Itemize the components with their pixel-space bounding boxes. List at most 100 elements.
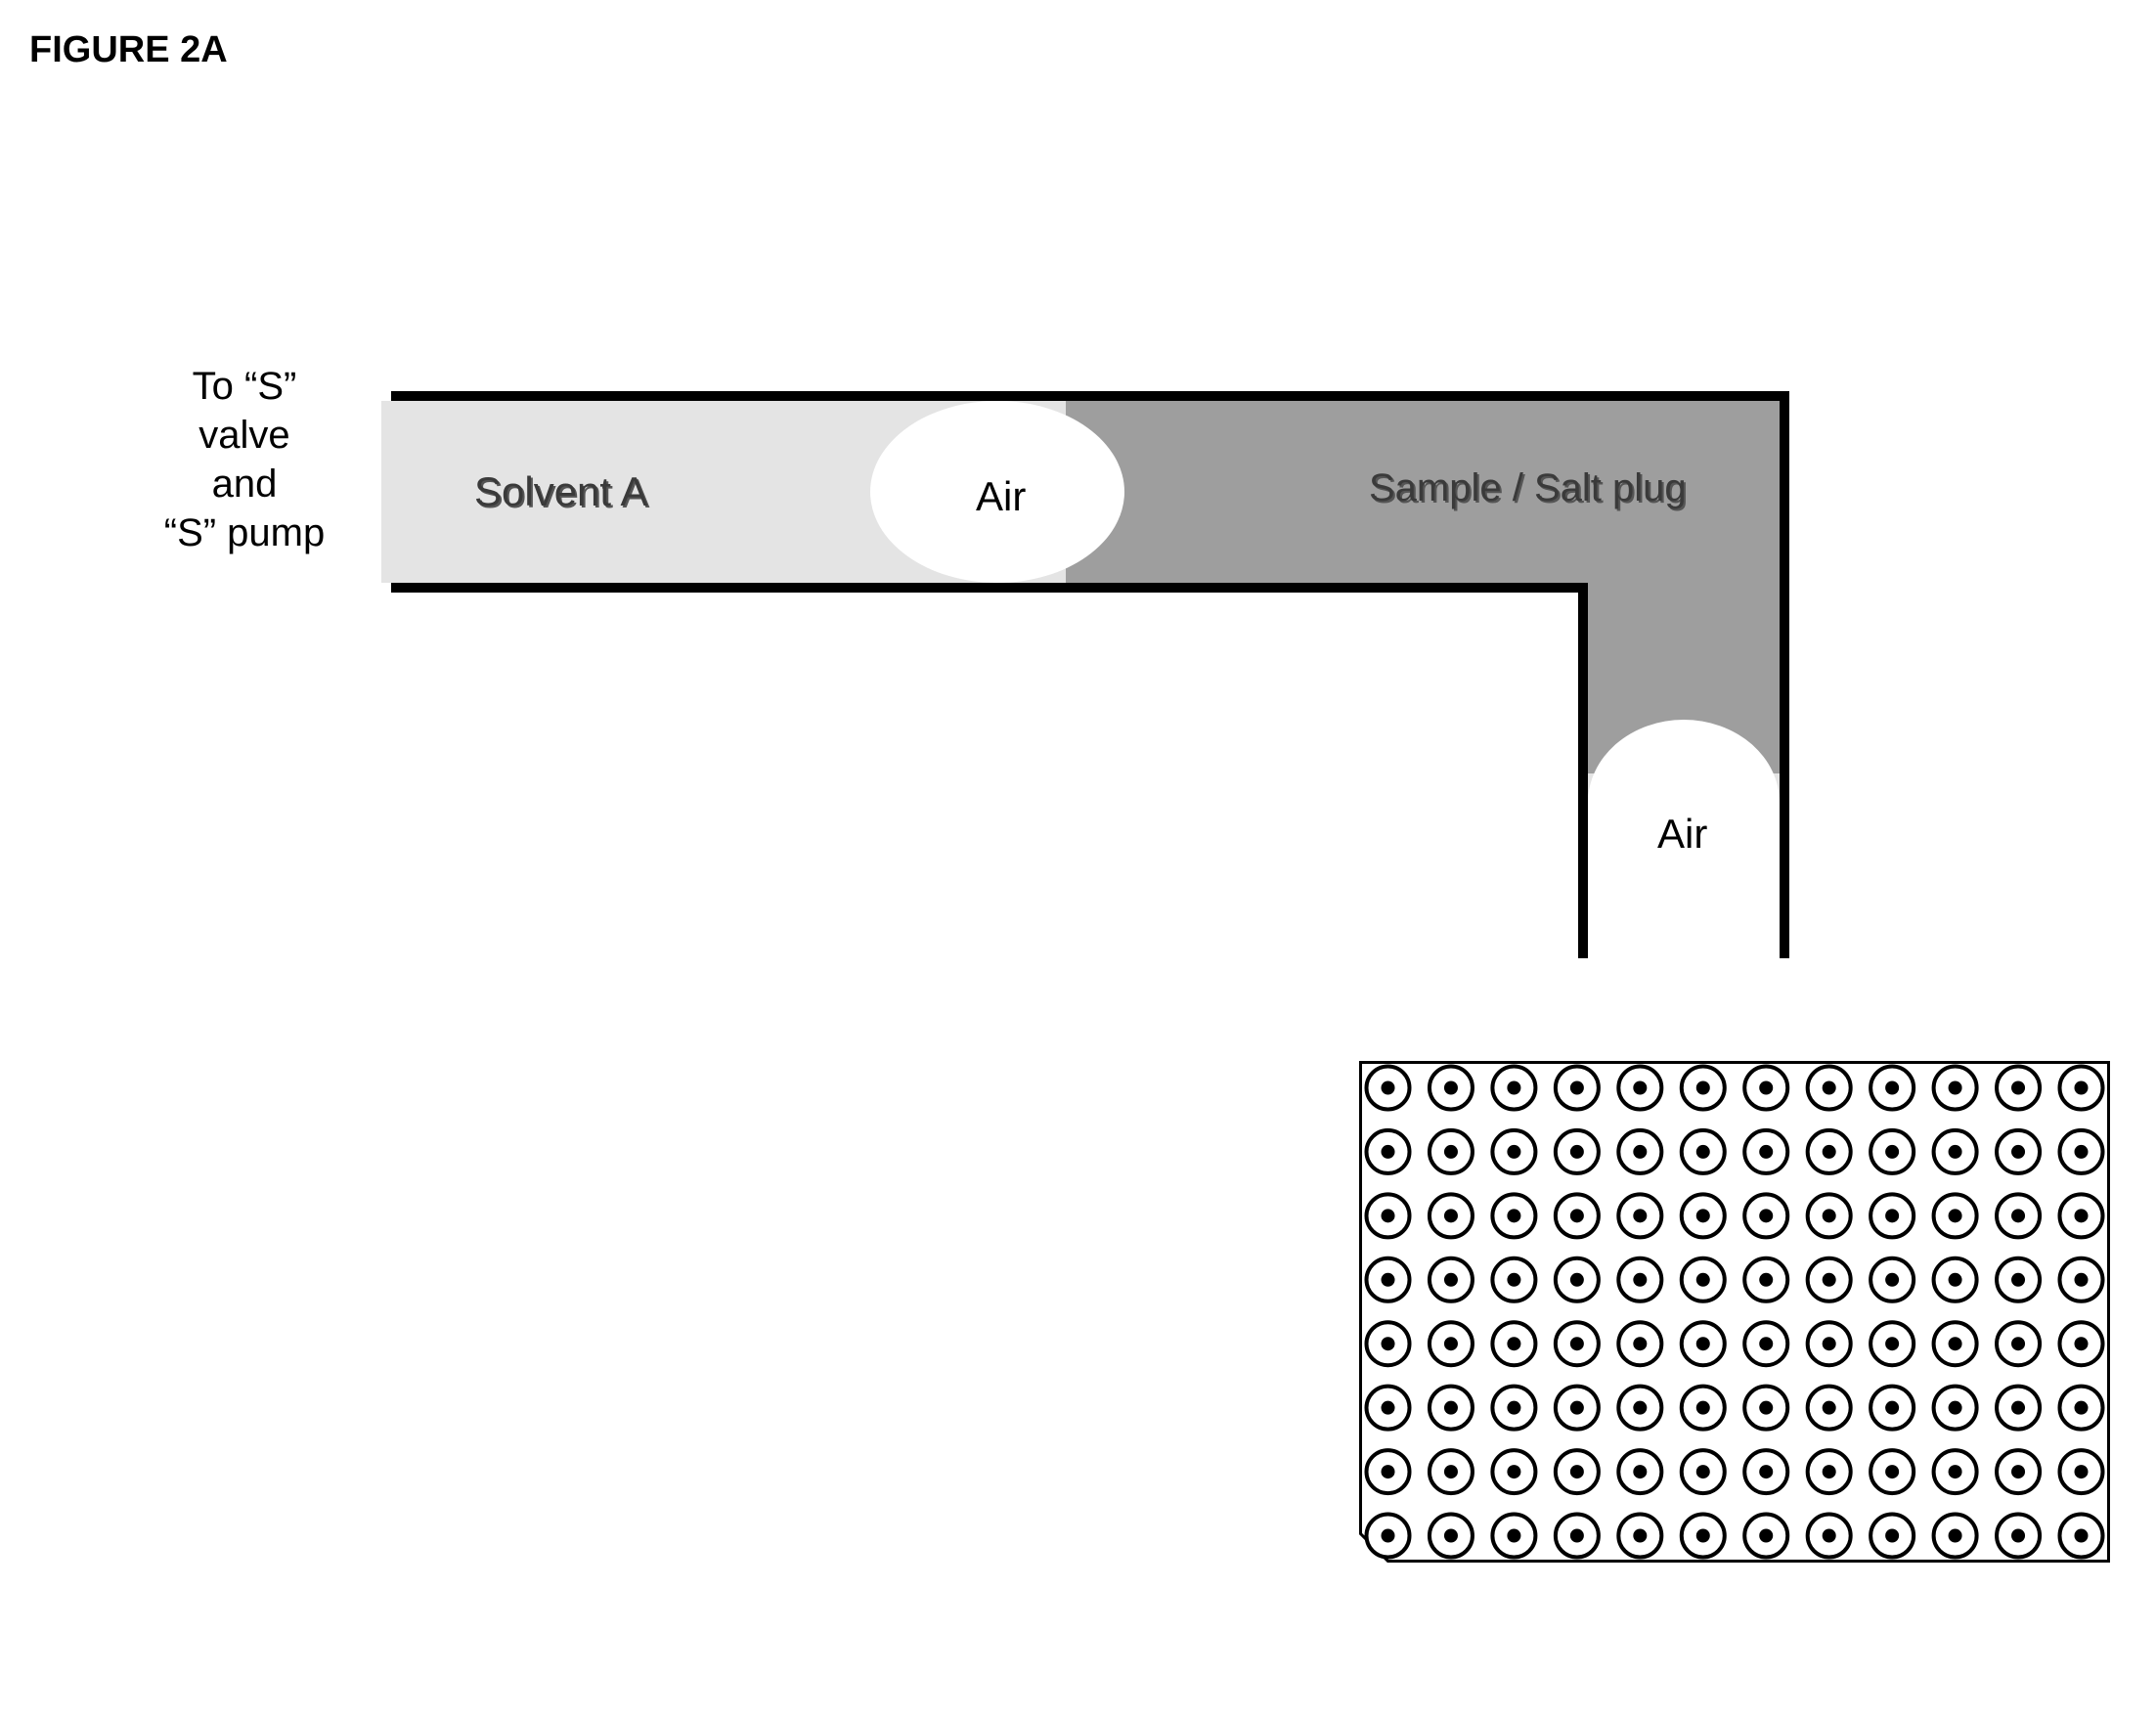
plate-well-center (2011, 1401, 2025, 1415)
label-solvent: Solvent A (474, 468, 647, 514)
tube-open-left-fill (381, 401, 391, 583)
plate-well-center (1570, 1145, 1584, 1159)
plate-well-center (1570, 1529, 1584, 1543)
plate-well-center (1444, 1337, 1458, 1350)
plate-well-center (1444, 1081, 1458, 1095)
plate-well-center (1633, 1145, 1647, 1159)
plate-well-center (1949, 1401, 1962, 1415)
plate-well-center (1570, 1401, 1584, 1415)
plate-well-center (2075, 1273, 2089, 1287)
label-air-horizontal: Air (976, 473, 1026, 519)
plate-well-center (1949, 1529, 1962, 1543)
plate-well-center (1696, 1465, 1710, 1478)
label-air-vertical: Air (1657, 811, 1707, 857)
plate-well-center (1759, 1401, 1773, 1415)
plate-well-center (1570, 1081, 1584, 1095)
plate-well-center (2011, 1145, 2025, 1159)
plate-well-center (1885, 1145, 1899, 1159)
plate-well-center (1444, 1465, 1458, 1478)
plate-well-center (1696, 1145, 1710, 1159)
plate-well-center (1759, 1209, 1773, 1222)
plate-well-center (1696, 1273, 1710, 1287)
plate-well-center (1444, 1209, 1458, 1222)
plate-well-center (1570, 1465, 1584, 1478)
plate-well-center (1885, 1337, 1899, 1350)
plate-well-center (1633, 1401, 1647, 1415)
plate-well-center (1382, 1145, 1395, 1159)
plate-well-center (1633, 1273, 1647, 1287)
plate-well-center (1382, 1465, 1395, 1478)
label-sample: Sample / Salt plug (1369, 466, 1687, 509)
plate-well-center (1507, 1145, 1520, 1159)
plate-well-center (1759, 1465, 1773, 1478)
plate-well-center (1444, 1401, 1458, 1415)
plate-well-center (1696, 1209, 1710, 1222)
tube-diagram: Solvent ASolvent AAirSample / Salt plugS… (0, 0, 2156, 978)
plate-well-center (1696, 1529, 1710, 1543)
plate-well-center (1949, 1465, 1962, 1478)
plate-well-center (1949, 1081, 1962, 1095)
plate-well-center (2075, 1145, 2089, 1159)
plate-well-center (1696, 1401, 1710, 1415)
plate-well-center (1885, 1465, 1899, 1478)
tube-vertical-right-wall (1780, 391, 1789, 958)
plate-well-center (1507, 1081, 1520, 1095)
plate-well-center (1382, 1209, 1395, 1222)
plate-well-center (1949, 1337, 1962, 1350)
plate-well-center (1885, 1529, 1899, 1543)
plate-well-center (1507, 1337, 1520, 1350)
plate-well-center (2011, 1273, 2025, 1287)
plate-well-center (1823, 1465, 1836, 1478)
plate-well-center (1444, 1529, 1458, 1543)
plate-well-center (2075, 1401, 2089, 1415)
plate-well-center (1759, 1145, 1773, 1159)
plate-well-center (1823, 1529, 1836, 1543)
plate-well-center (1823, 1209, 1836, 1222)
plate-well-center (1633, 1081, 1647, 1095)
plate-well-center (1570, 1209, 1584, 1222)
plate-well-center (1949, 1145, 1962, 1159)
plate-well-center (2075, 1529, 2089, 1543)
plate-well-center (1759, 1273, 1773, 1287)
plate-well-center (1885, 1273, 1899, 1287)
plate-well-center (1823, 1273, 1836, 1287)
plate-well-center (1823, 1401, 1836, 1415)
well-plate (1359, 1061, 2113, 1566)
plate-well-center (1949, 1273, 1962, 1287)
plate-well-center (1823, 1081, 1836, 1095)
plate-well-center (2011, 1209, 2025, 1222)
plate-well-center (1823, 1145, 1836, 1159)
plate-well-center (1570, 1273, 1584, 1287)
plate-well-center (1444, 1273, 1458, 1287)
plate-well-center (1759, 1081, 1773, 1095)
figure-page: FIGURE 2A To “S”valveand“S” pump Solvent… (0, 0, 2156, 1720)
plate-well-center (2011, 1529, 2025, 1543)
plate-well-center (1633, 1209, 1647, 1222)
plate-well-center (2011, 1465, 2025, 1478)
plate-well-center (1759, 1337, 1773, 1350)
plate-well-center (2075, 1209, 2089, 1222)
plate-well-center (1696, 1081, 1710, 1095)
plate-well-center (1823, 1337, 1836, 1350)
plate-well-center (2011, 1337, 2025, 1350)
plate-well-center (1382, 1273, 1395, 1287)
plate-well-center (1507, 1401, 1520, 1415)
plate-well-center (1382, 1337, 1395, 1350)
plate-well-center (1949, 1209, 1962, 1222)
plate-well-center (1507, 1209, 1520, 1222)
plate-well-center (1633, 1465, 1647, 1478)
plate-well-center (1382, 1081, 1395, 1095)
tube-vertical-left-wall (1578, 583, 1588, 958)
plate-well-center (1507, 1273, 1520, 1287)
plate-well-center (1382, 1529, 1395, 1543)
plate-well-center (2075, 1465, 2089, 1478)
plate-well-center (2075, 1081, 2089, 1095)
plate-well-center (1759, 1529, 1773, 1543)
plate-well-center (1633, 1529, 1647, 1543)
plate-well-center (1507, 1465, 1520, 1478)
plate-well-center (1885, 1401, 1899, 1415)
plate-well-center (1885, 1081, 1899, 1095)
plate-well-center (1507, 1529, 1520, 1543)
plate-well-center (2011, 1081, 2025, 1095)
plate-outline (1361, 1063, 2109, 1562)
